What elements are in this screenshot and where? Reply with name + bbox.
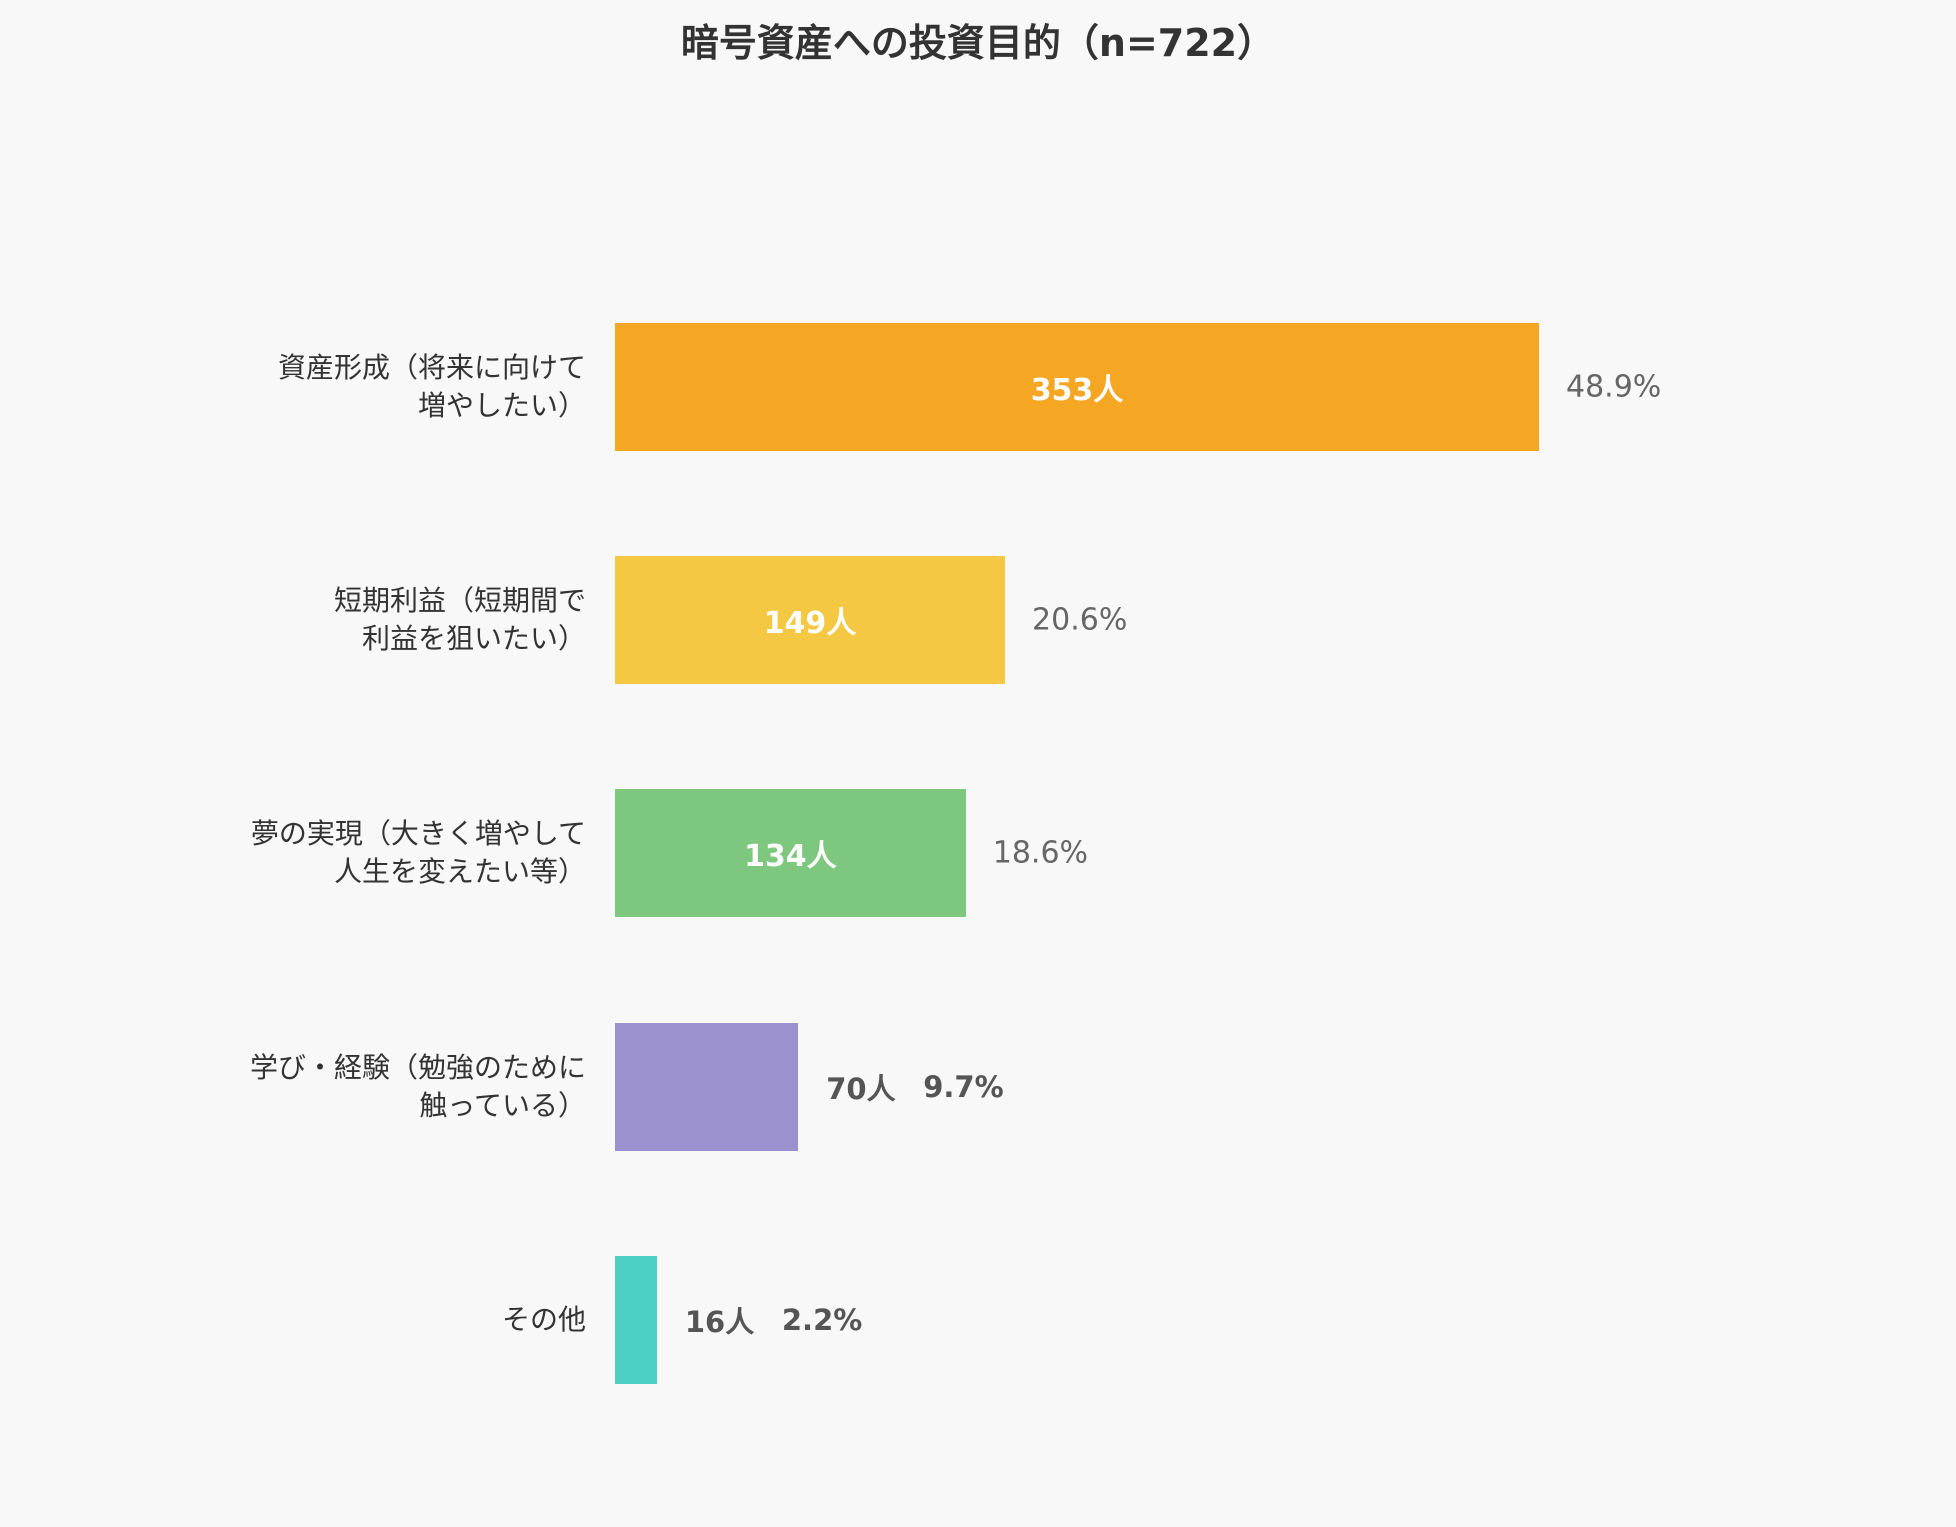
percent-label: 48.9%	[1566, 369, 1662, 405]
chart-title: 暗号資産への投資目的（n=722）	[680, 21, 1276, 65]
bar	[615, 556, 1006, 684]
bar	[615, 789, 966, 917]
count-label: 70人	[826, 1072, 896, 1106]
category-label-line: 短期利益（短期間で	[333, 584, 586, 617]
category-label: 短期利益（短期間で利益を狙いたい）	[334, 582, 586, 658]
category-label-line: その他	[501, 1303, 586, 1336]
category-label-line: 学び・経験（勉強のために	[249, 1051, 586, 1084]
percent-label: 18.6%	[992, 835, 1089, 871]
bar	[615, 323, 1539, 451]
count-label: 353人	[1030, 373, 1124, 408]
category-label: その他	[502, 1301, 586, 1339]
category-label-line: 利益を狙いたい）	[361, 622, 586, 655]
category-label-line: 触っている）	[419, 1089, 586, 1122]
bar	[615, 1256, 657, 1384]
category-label-line: 資産形成（将来に向けて	[277, 351, 586, 384]
category-label: 学び・経験（勉強のために触っている）	[250, 1049, 586, 1125]
bar	[615, 1023, 799, 1151]
count-label: 149人	[763, 606, 857, 641]
category-label-line: 人生を変えたい等）	[333, 855, 586, 888]
count-label: 134人	[744, 839, 837, 874]
count-label: 16人	[684, 1305, 755, 1339]
category-label-line: 夢の実現（大きく増やして	[250, 817, 586, 850]
category-label: 夢の実現（大きく増やして人生を変えたい等）	[251, 815, 586, 891]
percent-label: 2.2%	[781, 1303, 863, 1337]
percent-label: 9.7%	[923, 1070, 1004, 1104]
category-label: 資産形成（将来に向けて増やしたい）	[278, 349, 586, 425]
percent-label: 20.6%	[1032, 602, 1128, 638]
category-label-line: 増やしたい）	[417, 389, 586, 422]
